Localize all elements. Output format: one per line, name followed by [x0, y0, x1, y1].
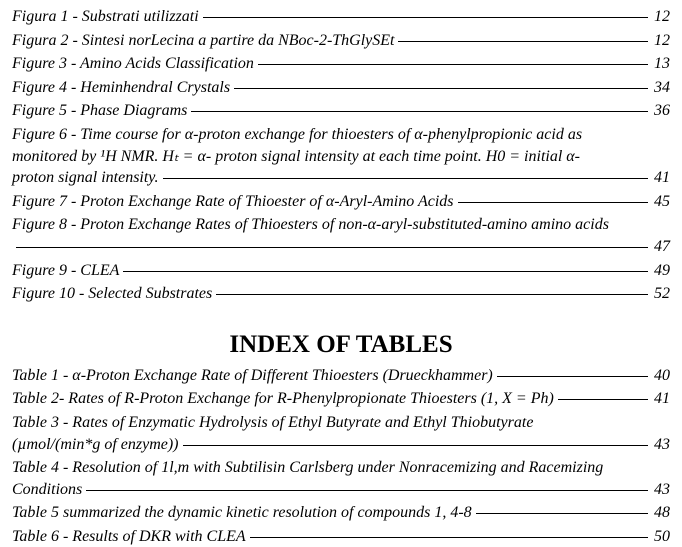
toc-leader: [476, 513, 648, 514]
toc-label: Figura 2 - Sintesi norLecina a partire d…: [12, 30, 394, 52]
toc-entry-multiline: Table 3 - Rates of Enzymatic Hydrolysis …: [12, 412, 670, 455]
toc-label: Conditions: [12, 479, 82, 501]
toc-line: Table 4 - Resolution of 1l,m with Subtil…: [12, 457, 670, 479]
figures-list: Figura 1 - Substrati utilizzati12Figura …: [12, 6, 670, 305]
toc-label: proton signal intensity.: [12, 167, 159, 189]
toc-page: 13: [652, 53, 670, 75]
toc-label: Table 2- Rates of R-Proton Exchange for …: [12, 388, 554, 410]
toc-leader: [458, 202, 649, 203]
toc-page: 36: [652, 100, 670, 122]
toc-line: Figure 8 - Proton Exchange Rates of Thio…: [12, 214, 670, 236]
toc-leader: [191, 111, 648, 112]
toc-page: 52: [652, 283, 670, 305]
toc-entry: Figure 7 - Proton Exchange Rate of Thioe…: [12, 191, 670, 213]
toc-leader: [258, 64, 648, 65]
toc-leader: [123, 271, 648, 272]
tables-heading: INDEX OF TABLES: [12, 331, 670, 359]
toc-leader: [86, 490, 648, 491]
toc-leader: [398, 41, 648, 42]
toc-entry: Figure 3 - Amino Acids Classification 13: [12, 53, 670, 75]
toc-page: 43: [652, 479, 670, 501]
toc-last-line: Conditions 43: [12, 479, 670, 501]
toc-page: 34: [652, 77, 670, 99]
toc-leader: [16, 247, 648, 248]
toc-label: Table 1 - α-Proton Exchange Rate of Diff…: [12, 365, 493, 387]
toc-last-line: (µmol/(min*g of enzyme)) 43: [12, 434, 670, 456]
toc-page: 40: [652, 365, 670, 387]
toc-page: 41: [652, 167, 670, 189]
toc-line: Table 3 - Rates of Enzymatic Hydrolysis …: [12, 412, 670, 434]
toc-leader: [203, 17, 648, 18]
toc-page: 48: [652, 502, 670, 524]
toc-entry: Table 1 - α-Proton Exchange Rate of Diff…: [12, 365, 670, 387]
toc-leader: [234, 88, 648, 89]
toc-label: Figure 4 - Heminhendral Crystals: [12, 77, 230, 99]
toc-entry: Figure 10 - Selected Substrates 52: [12, 283, 670, 305]
toc-page: 49: [652, 260, 670, 282]
toc-label: Figure 5 - Phase Diagrams: [12, 100, 187, 122]
toc-leader: [497, 376, 648, 377]
toc-last-line: 47: [12, 236, 670, 258]
toc-leader: [250, 537, 648, 538]
toc-entry: Figure 4 - Heminhendral Crystals 34: [12, 77, 670, 99]
toc-entry: Figura 1 - Substrati utilizzati 12: [12, 6, 670, 28]
toc-last-line: proton signal intensity. 41: [12, 167, 670, 189]
toc-label: Figure 7 - Proton Exchange Rate of Thioe…: [12, 191, 454, 213]
tables-list: Table 1 - α-Proton Exchange Rate of Diff…: [12, 365, 670, 547]
toc-page: 12: [652, 6, 670, 28]
toc-line: Figure 6 - Time course for α-proton exch…: [12, 124, 670, 146]
toc-page: 43: [652, 434, 670, 456]
toc-label: (µmol/(min*g of enzyme)): [12, 434, 179, 456]
toc-page: 41: [652, 388, 670, 410]
toc-label: Figure 3 - Amino Acids Classification: [12, 53, 254, 75]
toc-page: 47: [652, 236, 670, 258]
toc-label: Figure 10 - Selected Substrates: [12, 283, 212, 305]
toc-entry: Figura 2 - Sintesi norLecina a partire d…: [12, 30, 670, 52]
toc-label: Table 5 summarized the dynamic kinetic r…: [12, 502, 472, 524]
toc-entry-multiline: Table 4 - Resolution of 1l,m with Subtil…: [12, 457, 670, 500]
toc-entry: Figure 5 - Phase Diagrams 36: [12, 100, 670, 122]
toc-leader: [163, 178, 648, 179]
toc-leader: [183, 445, 648, 446]
toc-entry-multiline: Figure 6 - Time course for α-proton exch…: [12, 124, 670, 189]
toc-leader: [558, 399, 648, 400]
toc-entry: Table 2- Rates of R-Proton Exchange for …: [12, 388, 670, 410]
toc-entry: Table 5 summarized the dynamic kinetic r…: [12, 502, 670, 524]
toc-line: monitored by ¹H NMR. Hₜ = α- proton sign…: [12, 146, 670, 168]
toc-entry: Figure 9 - CLEA 49: [12, 260, 670, 282]
toc-entry: Table 6 - Results of DKR with CLEA 50: [12, 526, 670, 547]
toc-page: 12: [652, 30, 670, 52]
toc-leader: [216, 294, 648, 295]
toc-page: 50: [652, 526, 670, 547]
toc-label: Table 6 - Results of DKR with CLEA: [12, 526, 246, 547]
toc-label: Figure 9 - CLEA: [12, 260, 119, 282]
toc-entry-multiline: Figure 8 - Proton Exchange Rates of Thio…: [12, 214, 670, 257]
toc-label: Figura 1 - Substrati utilizzati: [12, 6, 199, 28]
toc-page: 45: [652, 191, 670, 213]
